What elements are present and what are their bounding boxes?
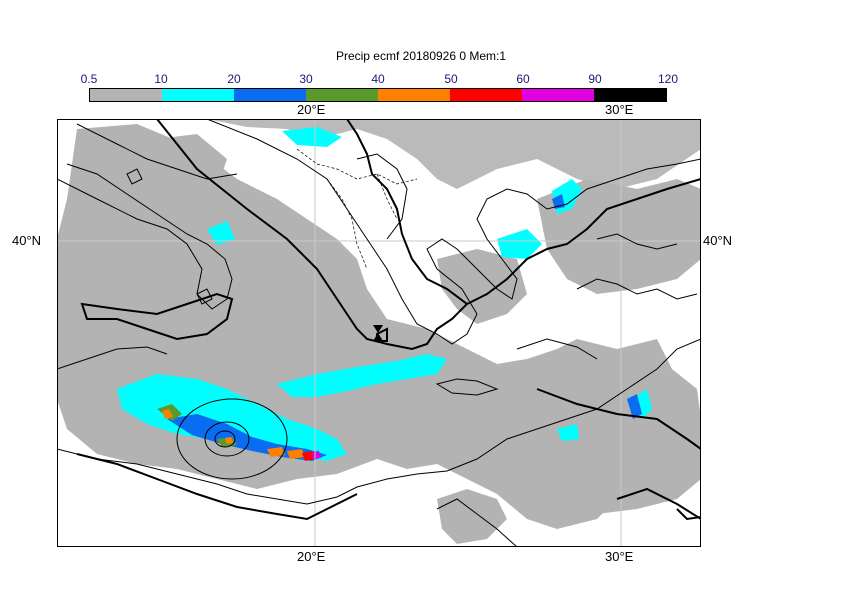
colorbar-swatch [450,89,522,101]
colorbar-label: 0.5 [80,72,98,86]
colorbar-label: 10 [154,72,168,86]
right-lat-label-40n: 40°N [703,233,733,248]
colorbar-swatch [90,89,162,101]
country-borders [296,148,418,270]
colorbar-label: 40 [371,72,385,86]
colorbar [89,88,667,102]
colorbar-swatch [378,89,450,101]
colorbar-label: 120 [657,72,679,86]
colorbar-swatch [306,89,378,101]
colorbar-swatch [162,89,234,101]
colorbar-label: 60 [516,72,530,86]
colorbar-label: 20 [227,72,241,86]
precip-map [57,119,701,547]
coastlines [57,119,701,547]
map-frame [57,119,701,547]
colorbar-swatch [522,89,594,101]
precip-field-cores [162,409,321,461]
colorbar-label: 50 [444,72,458,86]
colorbar-label: 30 [299,72,313,86]
colorbar-swatch [234,89,306,101]
bottom-lon-label-30e: 30°E [605,549,634,564]
top-lon-label-20e: 20°E [297,102,326,117]
bottom-lon-label-20e: 20°E [297,549,326,564]
map-title: Precip ecmf 20180926 0 Mem:1 [335,49,507,63]
precip-field-20-30 [167,194,642,461]
colorbar-label: 90 [588,72,602,86]
top-lon-label-30e: 30°E [605,102,634,117]
pressure-contours [176,398,288,480]
station-marker-icon [373,325,383,341]
colorbar-labels: 0.5 10 20 30 40 50 60 90 120 [0,72,842,88]
graticule [57,119,701,547]
region-outline [76,119,701,521]
colorbar-swatch [594,89,666,101]
left-lat-label-40n: 40°N [12,233,42,248]
